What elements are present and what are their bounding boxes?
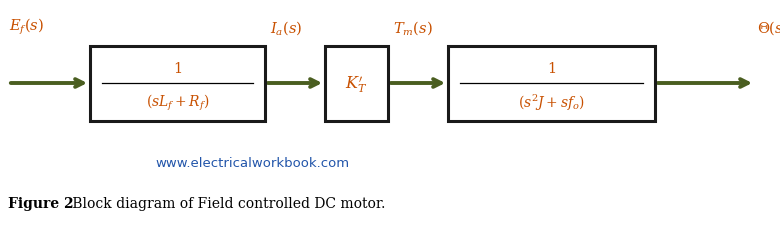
Text: Block diagram of Field controlled DC motor.: Block diagram of Field controlled DC mot… xyxy=(68,196,385,210)
Text: $I_a(s)$: $I_a(s)$ xyxy=(270,19,303,37)
Text: $(s^2J+sf_o)$: $(s^2J+sf_o)$ xyxy=(518,92,585,112)
Text: $K_T^{\prime}$: $K_T^{\prime}$ xyxy=(346,73,367,94)
Text: $1$: $1$ xyxy=(547,61,556,76)
Text: www.electricalworkbook.com: www.electricalworkbook.com xyxy=(155,157,349,170)
Text: $E_f(s)$: $E_f(s)$ xyxy=(9,17,44,37)
Text: $1$: $1$ xyxy=(173,61,182,76)
Bar xyxy=(448,46,655,121)
Bar xyxy=(325,46,388,121)
Bar xyxy=(90,46,265,121)
Text: $T_m(s)$: $T_m(s)$ xyxy=(393,19,433,37)
Text: $\Theta(s)$: $\Theta(s)$ xyxy=(757,19,780,37)
Text: $(sL_f+R_f)$: $(sL_f+R_f)$ xyxy=(146,92,209,112)
Text: Figure 2: Figure 2 xyxy=(8,196,73,210)
